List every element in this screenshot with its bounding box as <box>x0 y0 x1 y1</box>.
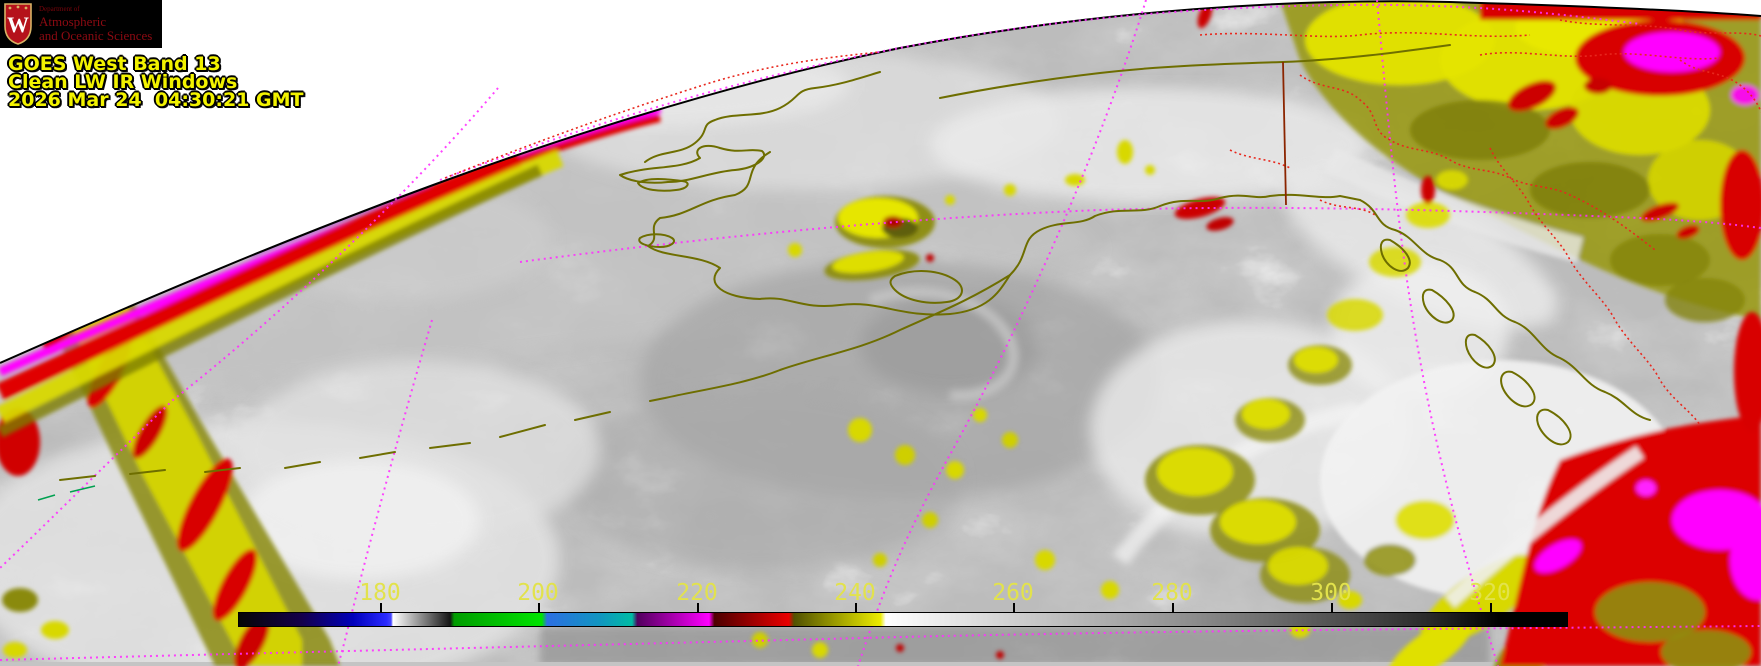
image-annotation: GOES West Band 13 Clean LW IR Windows 20… <box>8 53 304 111</box>
coastlines <box>59 44 1651 481</box>
cold-cloud-right-band <box>1145 1 1468 603</box>
colorbar-label: 200 <box>517 580 559 606</box>
colorbar-tick <box>380 603 382 612</box>
colorbar-label: 240 <box>834 580 876 606</box>
river-lines <box>444 19 1761 426</box>
alaska-yukon-border <box>1282 61 1287 206</box>
colorbar-label: 320 <box>1469 580 1511 606</box>
logo-title-line2: and Oceanic Sciences <box>39 28 153 43</box>
band-description: Clean LW IR Windows <box>8 71 238 93</box>
uw-crest-icon: W <box>4 3 32 45</box>
colorbar-tick <box>1490 603 1492 612</box>
uw-aos-logo: W Department of Atmospheric and Oceanic … <box>0 0 162 48</box>
timestamp: 2026 Mar 24 04:30:21 GMT <box>8 89 304 111</box>
product-name: GOES West Band 13 <box>8 53 221 75</box>
colorbar-tick <box>697 603 699 612</box>
colorbar-label: 300 <box>1310 580 1352 606</box>
limb-cold-band <box>0 103 662 438</box>
island-fragments-green <box>37 485 96 501</box>
earth-limb <box>0 0 1761 438</box>
limb-line <box>0 0 1761 364</box>
colorbar-label: 260 <box>992 580 1034 606</box>
logo-department-line: Department of <box>39 5 80 13</box>
colorbar <box>238 612 1568 627</box>
colorbar-tick <box>855 603 857 612</box>
cold-cloud-top-right <box>1280 0 1761 322</box>
colorbar-tick <box>1331 603 1333 612</box>
logo-title-line1: Atmospheric <box>39 14 107 29</box>
colorbar-tick <box>538 603 540 612</box>
colorbar-label: 280 <box>1151 580 1193 606</box>
colorbar-label: 180 <box>359 580 401 606</box>
svg-text:W: W <box>7 12 29 37</box>
colorbar-label: 220 <box>676 580 718 606</box>
space-region <box>0 0 1761 363</box>
colorbar-tick <box>1013 603 1015 612</box>
colorbar-tick <box>1172 603 1174 612</box>
